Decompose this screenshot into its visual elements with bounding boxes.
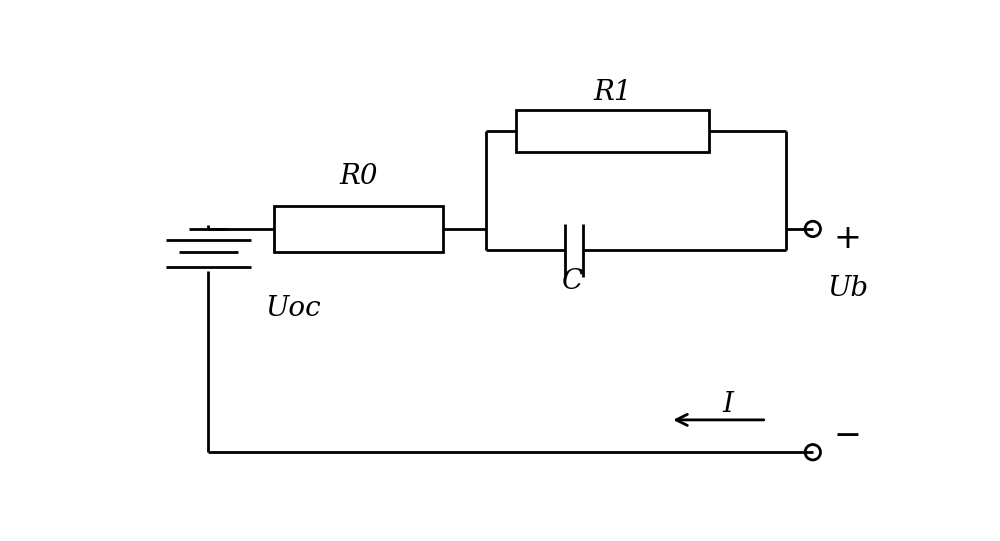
Text: +: + (834, 222, 861, 255)
Text: Ub: Ub (827, 275, 868, 302)
Text: −: − (833, 419, 861, 452)
Text: R1: R1 (593, 79, 632, 106)
Bar (516, 110, 709, 153)
Text: C: C (562, 268, 583, 295)
Bar (274, 206, 443, 252)
Text: Uoc: Uoc (265, 295, 321, 322)
Text: R0: R0 (339, 163, 378, 190)
Text: I: I (723, 391, 734, 418)
